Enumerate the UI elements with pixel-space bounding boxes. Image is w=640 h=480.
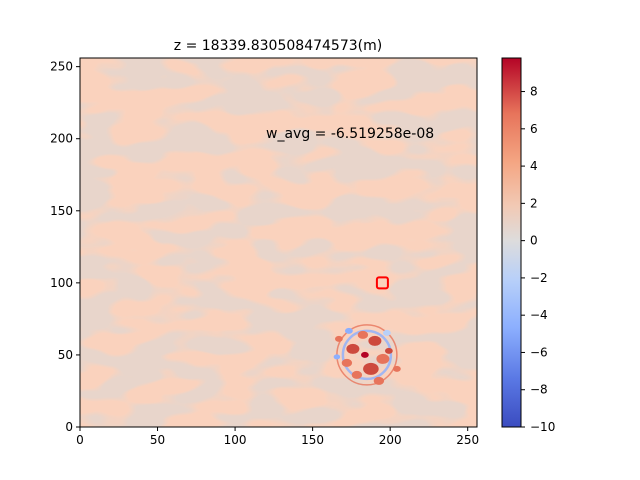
y-tick-label: 150	[50, 204, 73, 218]
hotspot-cell	[382, 329, 391, 336]
hotspot-cell	[346, 343, 360, 354]
colorbar-tick-label: 6	[530, 122, 538, 136]
hotspot-cell	[363, 362, 379, 375]
x-tick-label: 0	[76, 433, 84, 447]
x-tick-label: 50	[150, 433, 165, 447]
x-tick-label: 250	[456, 433, 479, 447]
x-tick-label: 200	[379, 433, 402, 447]
hotspot-cell	[344, 327, 353, 334]
hotspot-cell	[333, 354, 341, 360]
colorbar-tick-label: −8	[530, 383, 548, 397]
colorbar-tick-label: −6	[530, 345, 548, 359]
x-tick-label: 150	[301, 433, 324, 447]
colorbar-tick-label: −2	[530, 271, 548, 285]
location-marker	[375, 276, 389, 290]
y-tick-label: 250	[50, 60, 73, 74]
colorbar-tick-label: −10	[530, 420, 555, 434]
colorbar-tick-label: −4	[530, 308, 548, 322]
x-axis: 0 50 100 150 200 250	[76, 427, 479, 447]
y-tick-label: 100	[50, 276, 73, 290]
colorbar-tick-label: 4	[530, 159, 538, 173]
plot-frame	[79, 57, 478, 428]
hotspot-cell	[392, 365, 401, 372]
hotspot-cluster	[333, 324, 401, 386]
colorbar-tick-label: 8	[530, 85, 538, 99]
x-tick-label: 100	[224, 433, 247, 447]
hotspot-cell	[351, 370, 363, 379]
y-axis: 0 50 100 150 200 250	[50, 60, 80, 434]
colorbar	[501, 57, 522, 428]
plot-area	[80, 58, 477, 427]
hotspot-cell	[384, 347, 393, 354]
hotspot-cell	[373, 376, 385, 385]
field-wave-pattern	[80, 58, 477, 427]
chart-title: z = 18339.830508474573(m)	[174, 38, 382, 54]
y-tick-label: 0	[65, 420, 73, 434]
colorbar-axis: 8 6 4 2 0 −2 −4 −6 −8 −10	[521, 85, 555, 434]
y-tick-label: 50	[58, 348, 73, 362]
y-tick-label: 200	[50, 132, 73, 146]
w-avg-annotation: w_avg = -6.519258e-08	[266, 126, 434, 142]
hotspot-ring	[341, 329, 393, 381]
hotspot-cell	[360, 351, 369, 358]
hotspot-cell	[357, 330, 369, 339]
colorbar-tick-label: 2	[530, 196, 538, 210]
hotspot-cell	[368, 335, 382, 346]
colorbar-tick-label: 0	[530, 234, 538, 248]
hotspot-cell	[376, 353, 390, 364]
hotspot-cell	[341, 358, 353, 367]
hotspot-cell	[334, 335, 343, 342]
